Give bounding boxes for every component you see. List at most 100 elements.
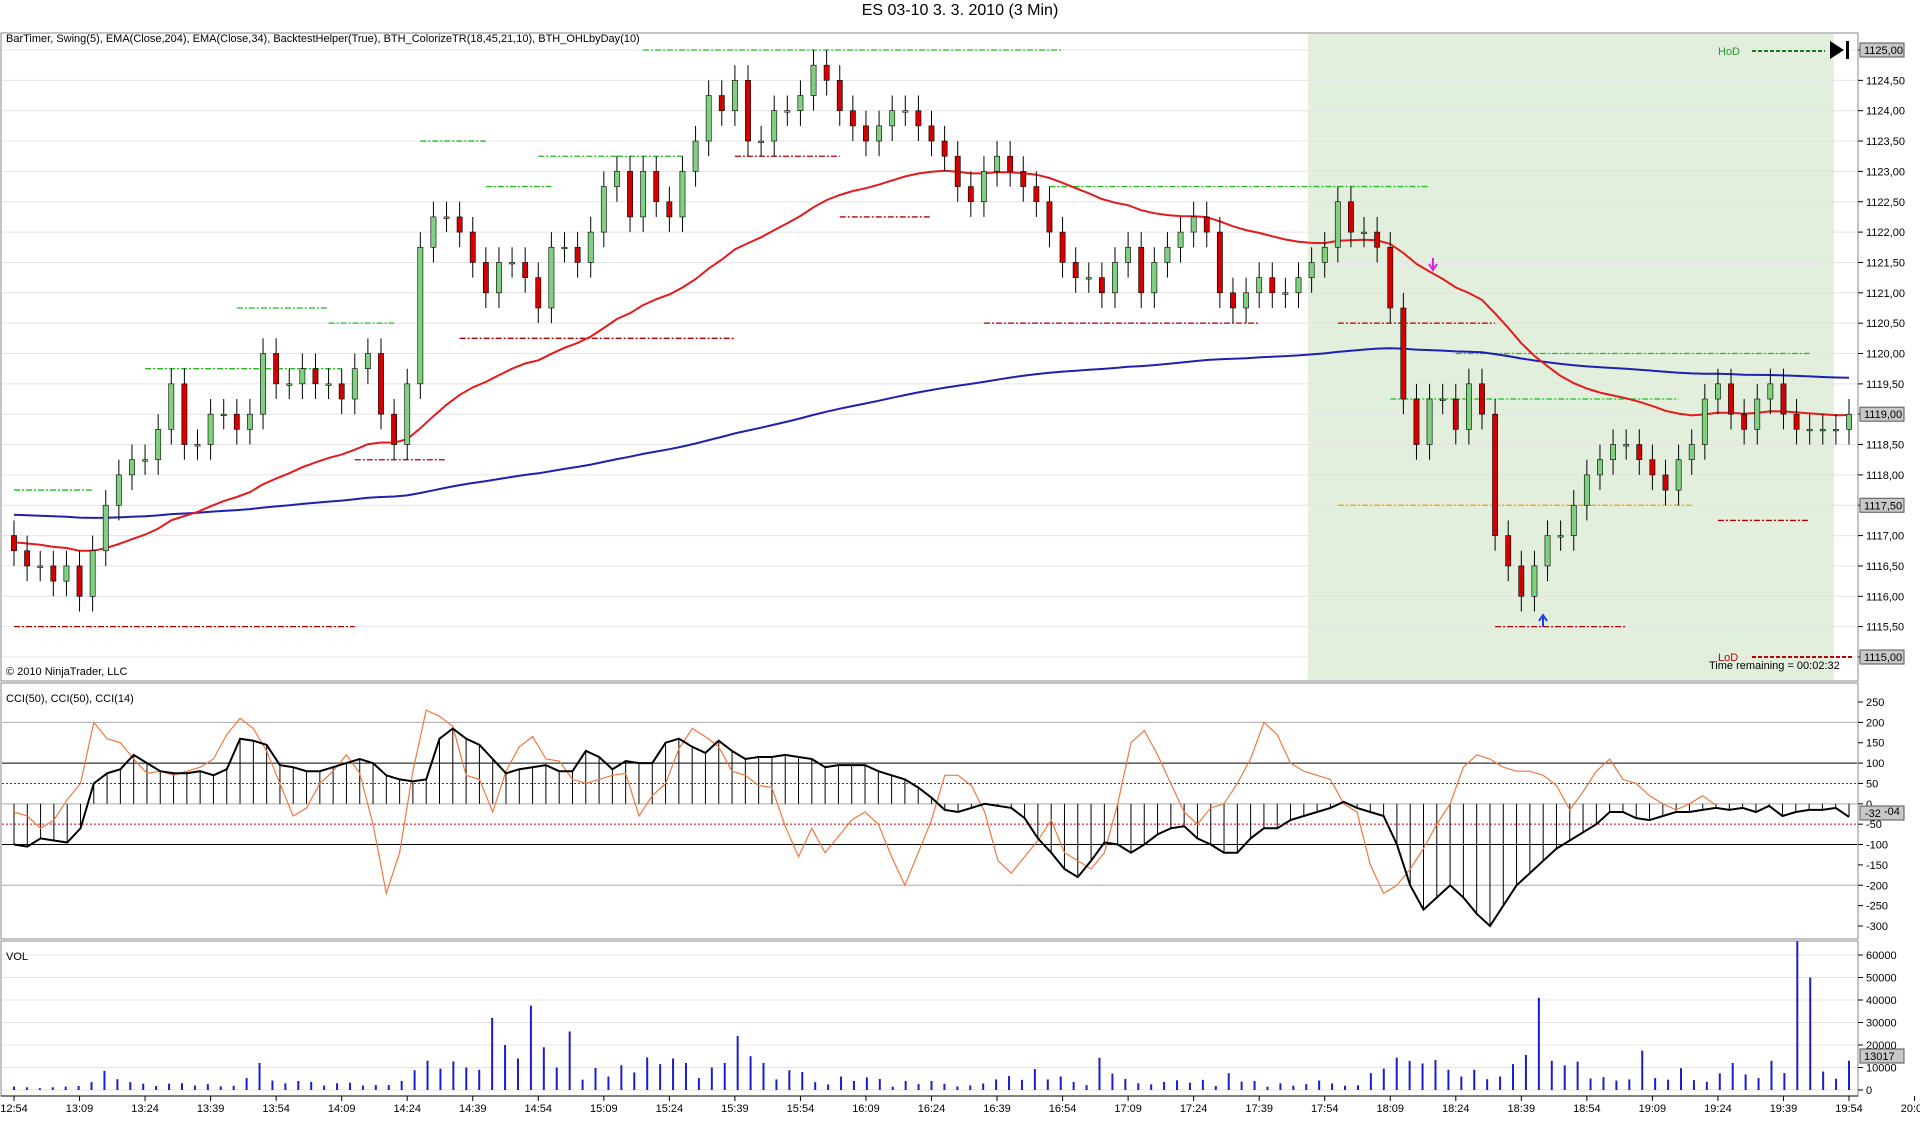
candle-body (1675, 459, 1682, 491)
candle-body (260, 353, 266, 415)
time-tick-label: 17:54 (1311, 1103, 1339, 1115)
candle-body (1112, 262, 1118, 294)
candle-body (823, 64, 830, 81)
vol-tick-label: 60000 (1866, 950, 1897, 962)
time-tick-label: 18:39 (1508, 1103, 1536, 1115)
candle-body (535, 277, 542, 309)
candle-body (810, 64, 817, 96)
cci-tick-label: -200 (1866, 880, 1888, 892)
candle-body (115, 474, 122, 506)
candle-body (168, 383, 175, 430)
time-tick-label: 17:24 (1180, 1103, 1208, 1115)
candle-body (509, 262, 515, 265)
time-tick-label: 19:09 (1639, 1103, 1667, 1115)
cci-tick-label: 150 (1866, 738, 1884, 750)
price-badge-box (1859, 406, 1905, 422)
candle-body (745, 80, 751, 142)
window-title: ES 03-10 3. 3. 2010 (3 Min) (861, 2, 1059, 19)
candle-body (1780, 383, 1787, 415)
candle-body (718, 95, 725, 112)
price-panel[interactable]: 1125,00 1124,50 1124,00 1123,50 1123,00 1122,… (0, 32, 1905, 682)
candle-body (941, 140, 948, 157)
cci-tick-label: 100 (1866, 758, 1884, 770)
candle-body (1846, 413, 1852, 430)
candle-body (325, 383, 332, 386)
price-tick-label: 1119,50 (1866, 379, 1904, 391)
price-tick-label: 1122,00 (1866, 227, 1905, 239)
volume-grid (2, 954, 1857, 1091)
cci-badge-box (1859, 805, 1905, 821)
candle-body (1479, 383, 1485, 415)
candle-body (1767, 383, 1774, 400)
price-badge-text: 1115,00 (1864, 652, 1902, 664)
candle-body (1544, 535, 1551, 567)
time-axis: 12:54 13:09 13:24 13:39 13:54 14:09 14:24 14:39… (0, 1095, 1920, 1115)
cci-label: CCI(50), CCI(50), CCI(14) (6, 693, 134, 705)
candle-body (1387, 246, 1394, 309)
up-arrow-icon (1538, 613, 1548, 627)
price-tick-label: 1123,50 (1866, 136, 1905, 148)
candle-body (797, 95, 804, 112)
candle-body (705, 95, 712, 142)
cci-reference-lines (2, 721, 1857, 886)
candle-body (653, 171, 660, 203)
candle-body (771, 110, 778, 142)
candle-body (129, 459, 135, 476)
candle-body (1164, 246, 1171, 263)
candle-body (247, 413, 253, 430)
time-tick-label: 15:09 (590, 1103, 618, 1115)
candle-body (378, 353, 384, 415)
candle-body (1400, 307, 1407, 400)
candle-body (1243, 292, 1249, 309)
cci-panel[interactable]: 250 200 150 100 50 0 -50 -100 -150 -200 -250 -300 C… (0, 682, 1905, 940)
price-tick-label: 1120,50 (1866, 318, 1905, 330)
price-badge-box (1859, 649, 1905, 665)
vol-tick-label: 40000 (1866, 995, 1897, 1007)
candle-body (1518, 565, 1525, 597)
candle-body (102, 504, 109, 552)
candle-body (679, 171, 686, 218)
volume-bars (13, 941, 1850, 1090)
vol-tick-label: 0 (1866, 1085, 1872, 1097)
cci-tick-label: -100 (1866, 840, 1888, 852)
candle-body (1203, 216, 1210, 233)
time-tick-label: 13:09 (66, 1103, 94, 1115)
candle-body (863, 125, 869, 142)
candle-body (404, 383, 411, 445)
candle-body (1151, 262, 1158, 294)
candle-body (207, 413, 214, 445)
time-tick-label: 17:39 (1245, 1103, 1273, 1115)
candle-body (1190, 216, 1197, 233)
time-tick-label: 19:39 (1770, 1103, 1798, 1115)
price-tick-label: 1118,50 (1866, 440, 1904, 452)
candle-body (522, 262, 529, 278)
candle-body (194, 444, 201, 447)
candle-body (849, 110, 856, 127)
play-to-end-icon[interactable] (1830, 41, 1849, 59)
candle-body (1020, 171, 1027, 187)
candle-body (954, 155, 961, 187)
candle-body (1597, 459, 1603, 476)
price-tick-label: 1115,50 (1866, 622, 1904, 634)
candle-body (430, 216, 437, 248)
candle-body (902, 110, 909, 113)
candle-body (417, 246, 424, 385)
cci-tick-label: 0 (1866, 799, 1872, 811)
candle-body (1741, 413, 1748, 430)
copyright-label: © 2010 NinjaTrader, LLC (6, 666, 127, 678)
price-tick-label: 1124,00 (1866, 106, 1905, 118)
candle-body (89, 550, 96, 597)
price-badge-text: 1119,00 (1864, 409, 1902, 421)
cci-axis: 250 200 150 100 50 0 -50 -100 -150 -200 -250 -300 (1858, 697, 1888, 933)
candle-body (640, 171, 647, 218)
candle-body (1439, 398, 1446, 401)
candle-body (496, 262, 502, 294)
cci-14-line (13, 709, 1717, 896)
candle-body (312, 368, 319, 385)
time-tick-label: 12:54 (0, 1103, 28, 1115)
time-tick-label: 18:24 (1442, 1103, 1470, 1115)
candle-body (1688, 444, 1695, 461)
candle-body (915, 110, 922, 127)
